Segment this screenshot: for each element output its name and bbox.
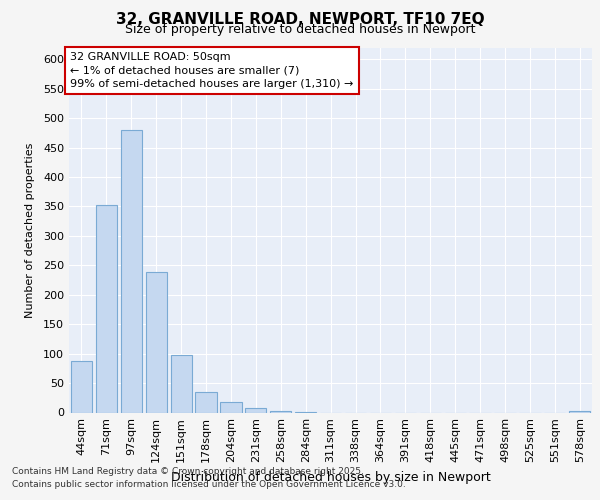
Bar — [146, 272, 167, 412]
Text: Contains public sector information licensed under the Open Government Licence v3: Contains public sector information licen… — [12, 480, 406, 489]
Bar — [96, 206, 117, 412]
Bar — [196, 392, 217, 412]
Bar — [71, 360, 92, 412]
Text: 32 GRANVILLE ROAD: 50sqm
← 1% of detached houses are smaller (7)
99% of semi-det: 32 GRANVILLE ROAD: 50sqm ← 1% of detache… — [70, 52, 353, 88]
Bar — [121, 130, 142, 412]
Bar — [270, 410, 292, 412]
Text: Contains HM Land Registry data © Crown copyright and database right 2025.: Contains HM Land Registry data © Crown c… — [12, 467, 364, 476]
Y-axis label: Number of detached properties: Number of detached properties — [25, 142, 35, 318]
Bar — [220, 402, 242, 412]
Text: Size of property relative to detached houses in Newport: Size of property relative to detached ho… — [125, 22, 475, 36]
Bar — [245, 408, 266, 412]
X-axis label: Distribution of detached houses by size in Newport: Distribution of detached houses by size … — [171, 471, 490, 484]
Text: 32, GRANVILLE ROAD, NEWPORT, TF10 7EQ: 32, GRANVILLE ROAD, NEWPORT, TF10 7EQ — [116, 12, 484, 26]
Bar — [170, 356, 192, 412]
